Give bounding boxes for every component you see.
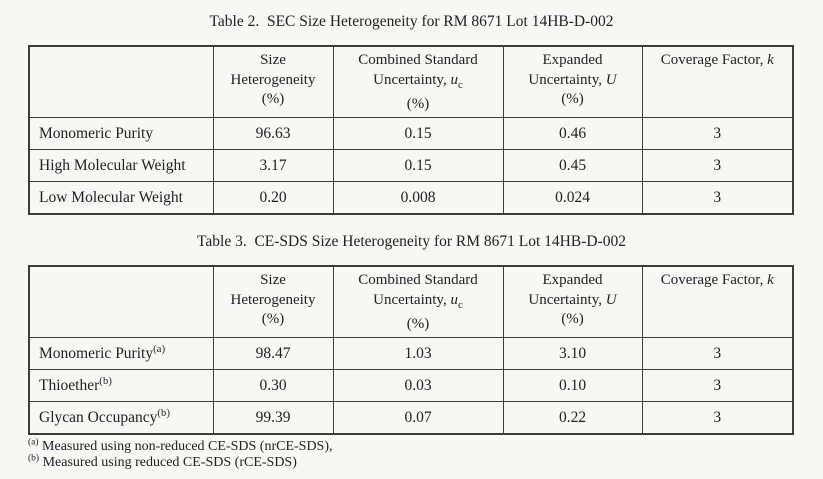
cell-combined-uncertainty: 0.008 xyxy=(332,181,504,215)
header-expanded-uncertainty: Expanded Uncertainty, U (%) xyxy=(502,265,643,338)
table-row-low-molecular-weight: Low Molecular Weight 0.20 0.008 0.024 3 xyxy=(28,181,794,215)
row-label: High Molecular Weight xyxy=(28,149,214,182)
row-label: Glycan Occupancy(b) xyxy=(28,401,214,435)
row-label: Monomeric Purity(a) xyxy=(28,337,214,370)
table3-cesds-size-heterogeneity: Size Heterogeneity (%) Combined Standard… xyxy=(28,265,794,435)
cell-size-heterogeneity: 98.47 xyxy=(212,337,334,370)
table-row-thioether: Thioether(b) 0.30 0.03 0.10 3 xyxy=(28,369,794,402)
table-row-monomeric-purity: Monomeric Purity(a) 98.47 1.03 3.10 3 xyxy=(28,337,794,370)
cell-expanded-uncertainty: 0.22 xyxy=(502,401,643,435)
table2-sec-size-heterogeneity: Size Heterogeneity (%) Combined Standard… xyxy=(28,45,794,215)
header-combined-standard-uncertainty: Combined Standard Uncertainty, uc (%) xyxy=(332,265,504,338)
cell-expanded-uncertainty: 0.45 xyxy=(502,149,643,182)
cell-combined-uncertainty: 0.15 xyxy=(332,149,504,182)
row-label: Monomeric Purity xyxy=(28,117,214,150)
cell-coverage-factor: 3 xyxy=(641,149,794,182)
header-empty xyxy=(28,265,214,338)
table3-title: Table 3. CE-SDS Size Heterogeneity for R… xyxy=(197,233,626,250)
footnote-marker-b: (b) xyxy=(157,407,171,419)
cell-coverage-factor: 3 xyxy=(641,369,794,402)
cell-combined-uncertainty: 0.07 xyxy=(332,401,504,435)
table2-header-row: Size Heterogeneity (%) Combined Standard… xyxy=(28,45,794,118)
cell-coverage-factor: 3 xyxy=(641,181,794,215)
cell-size-heterogeneity: 0.30 xyxy=(212,369,334,402)
table2-title: Table 2. SEC Size Heterogeneity for RM 8… xyxy=(209,13,614,30)
cell-expanded-uncertainty: 0.10 xyxy=(502,369,643,402)
cell-coverage-factor: 3 xyxy=(641,117,794,150)
footnote-marker-b: (b) xyxy=(99,375,113,387)
footnote-a: (a) Measured using non-reduced CE-SDS (n… xyxy=(28,437,823,455)
table-row-monomeric-purity: Monomeric Purity 96.63 0.15 0.46 3 xyxy=(28,117,794,150)
cell-size-heterogeneity: 3.17 xyxy=(212,149,334,182)
table-row-glycan-occupancy: Glycan Occupancy(b) 99.39 0.07 0.22 3 xyxy=(28,401,794,435)
header-expanded-uncertainty: Expanded Uncertainty, U (%) xyxy=(502,45,643,118)
footnote-a-marker: (a) xyxy=(28,437,39,448)
table-row-high-molecular-weight: High Molecular Weight 3.17 0.15 0.45 3 xyxy=(28,149,794,182)
footnote-b-text: Measured using reduced CE-SDS (rCE-SDS) xyxy=(39,454,297,470)
cell-combined-uncertainty: 1.03 xyxy=(332,337,504,370)
footnotes: (a) Measured using non-reduced CE-SDS (n… xyxy=(28,437,823,471)
cell-expanded-uncertainty: 0.46 xyxy=(502,117,643,150)
row-label: Low Molecular Weight xyxy=(28,181,214,215)
cell-coverage-factor: 3 xyxy=(641,401,794,435)
cell-size-heterogeneity: 99.39 xyxy=(212,401,334,435)
footnote-b-marker: (b) xyxy=(28,452,40,463)
cell-combined-uncertainty: 0.03 xyxy=(332,369,504,402)
cell-expanded-uncertainty: 0.024 xyxy=(502,181,643,215)
header-combined-standard-uncertainty: Combined Standard Uncertainty, uc (%) xyxy=(332,45,504,118)
cell-size-heterogeneity: 0.20 xyxy=(212,181,334,215)
footnote-marker-a: (a) xyxy=(153,343,166,355)
cell-expanded-uncertainty: 3.10 xyxy=(502,337,643,370)
cell-size-heterogeneity: 96.63 xyxy=(212,117,334,150)
cell-combined-uncertainty: 0.15 xyxy=(332,117,504,150)
header-size-heterogeneity: Size Heterogeneity (%) xyxy=(212,265,334,338)
cell-coverage-factor: 3 xyxy=(641,337,794,370)
header-coverage-factor: Coverage Factor, k xyxy=(641,265,794,338)
header-empty xyxy=(28,45,214,118)
footnote-a-text: Measured using non-reduced CE-SDS (nrCE-… xyxy=(38,439,333,454)
footnote-b: (b) Measured using reduced CE-SDS (rCE-S… xyxy=(28,452,823,471)
header-size-heterogeneity: Size Heterogeneity (%) xyxy=(212,45,334,118)
header-coverage-factor: Coverage Factor, k xyxy=(641,45,794,118)
table3-header-row: Size Heterogeneity (%) Combined Standard… xyxy=(28,265,794,338)
row-label: Thioether(b) xyxy=(28,369,214,402)
